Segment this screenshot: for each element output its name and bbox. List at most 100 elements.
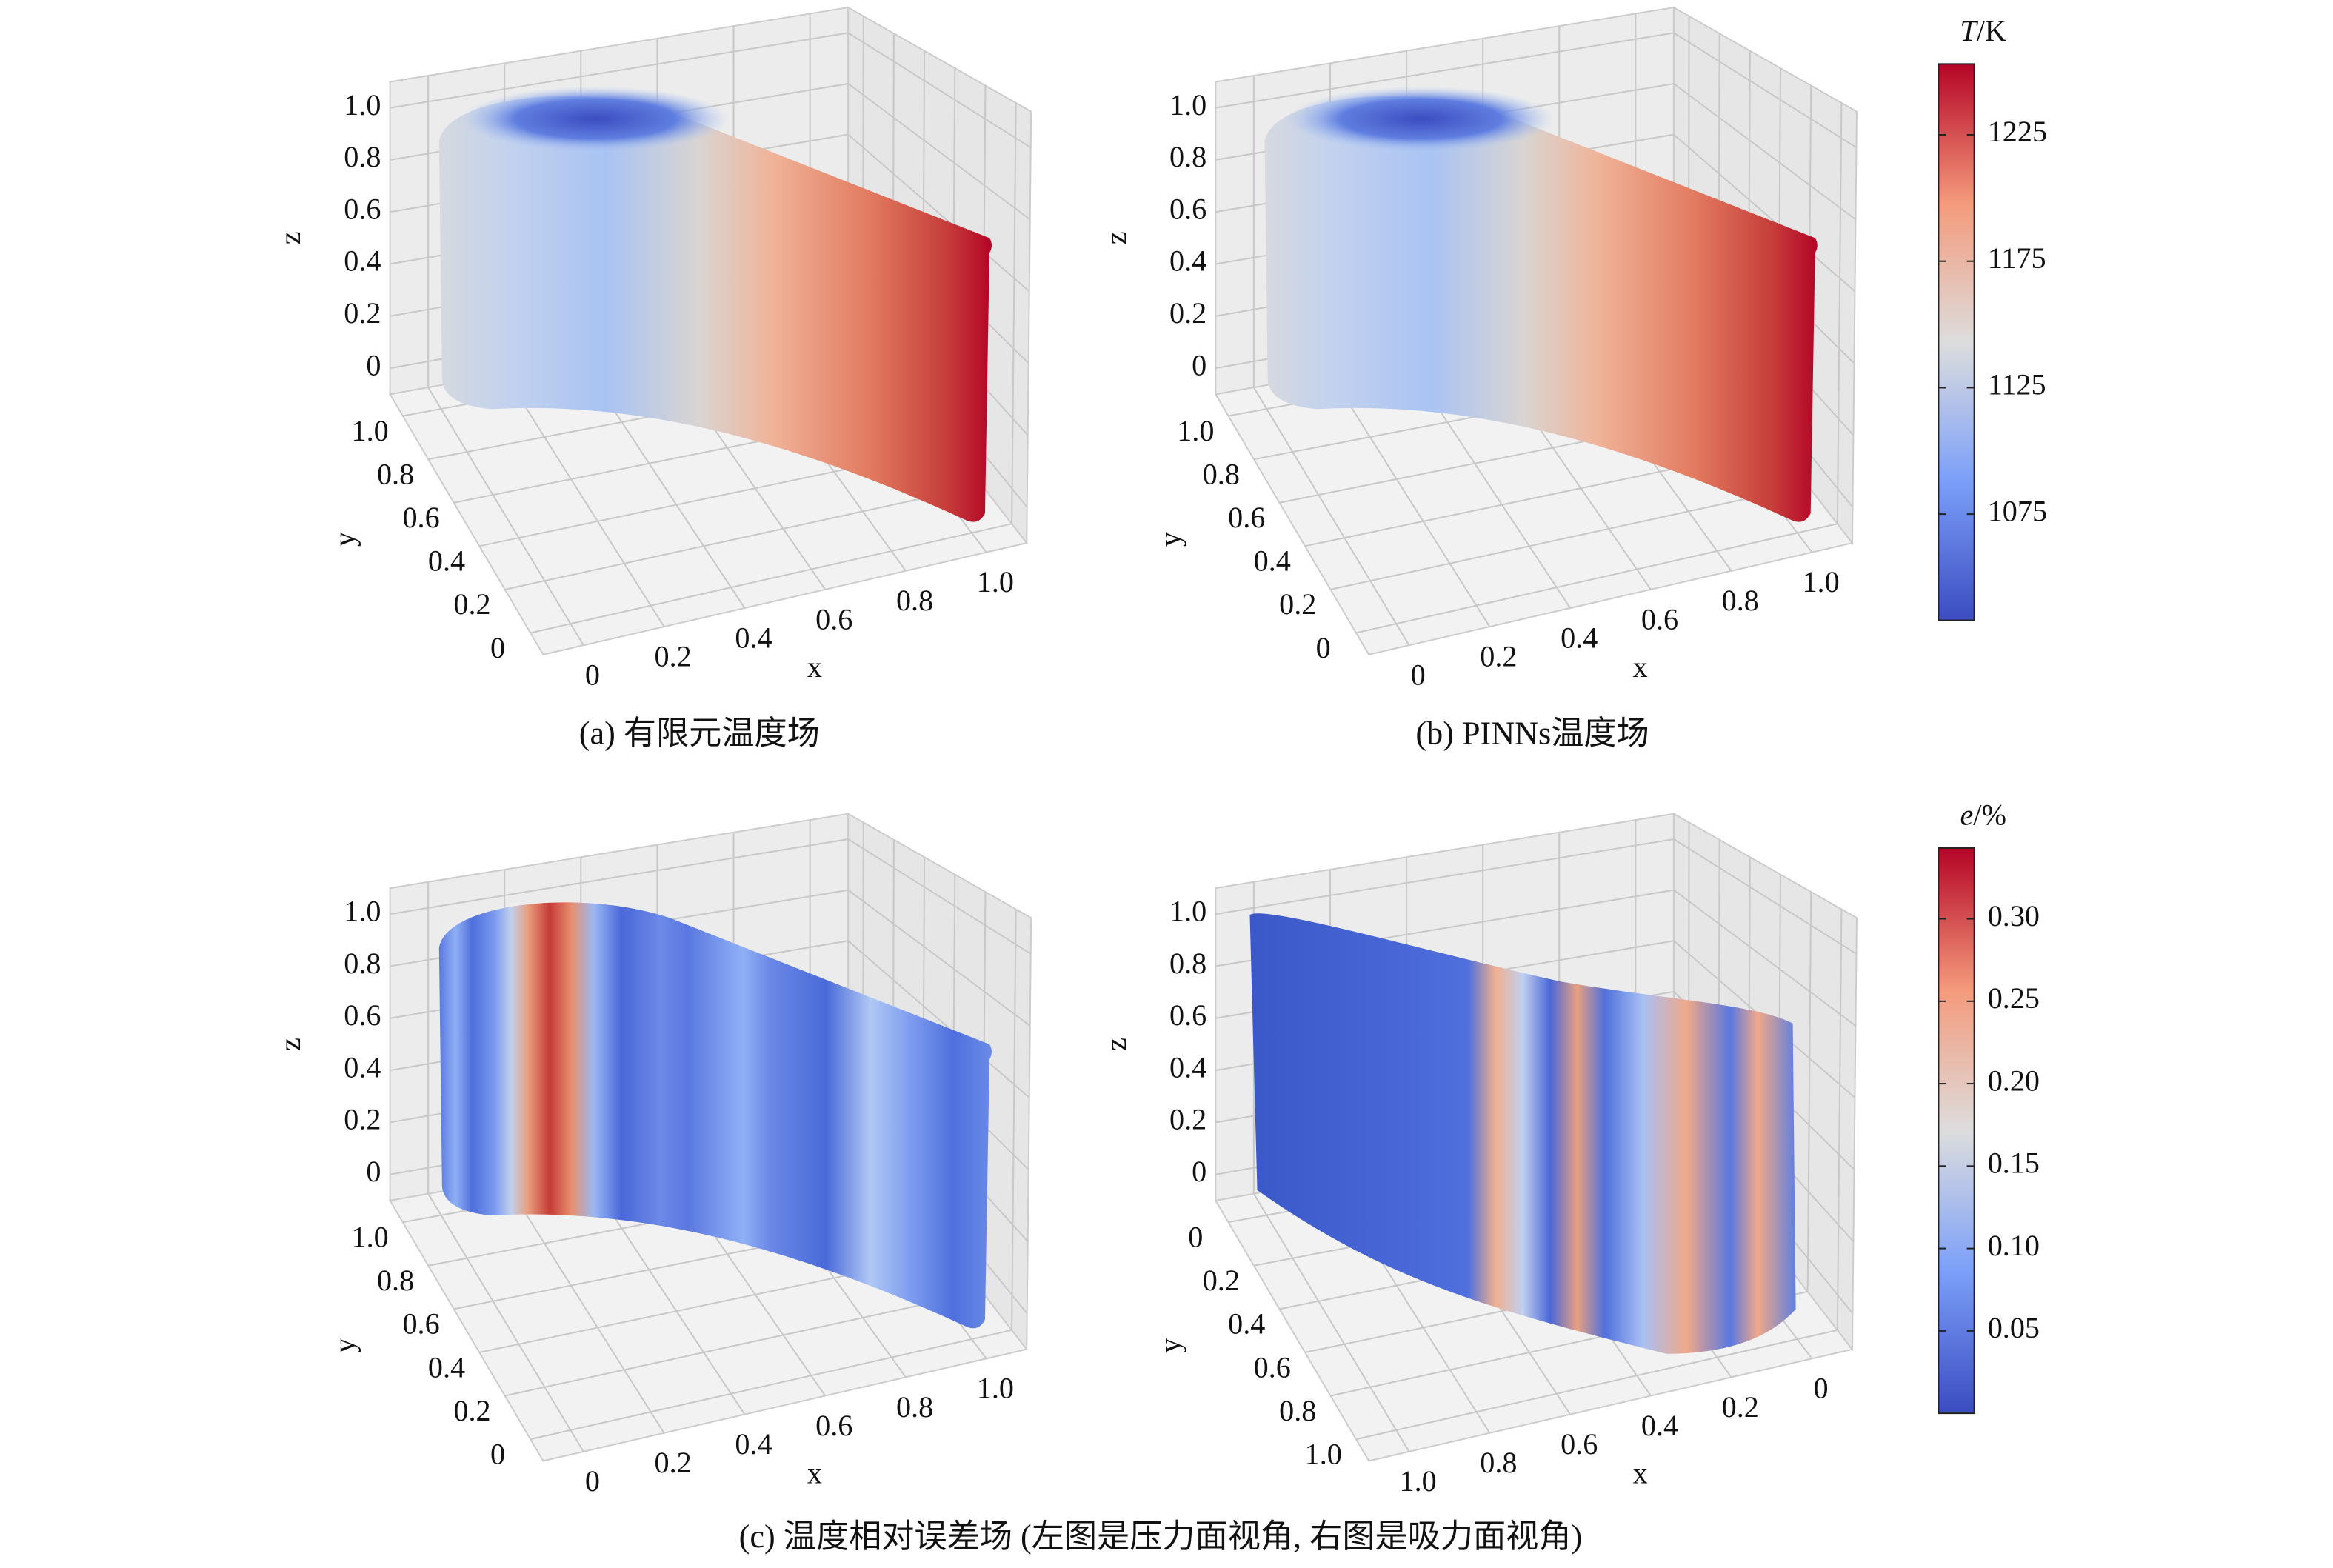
grid-line <box>390 32 849 109</box>
grid-line <box>1011 102 1017 524</box>
y-tick-label: 0.2 <box>1279 587 1316 621</box>
z-tick-label: 0.8 <box>1169 140 1206 173</box>
y-tick-label: 0.6 <box>1228 501 1265 534</box>
grid-line <box>1673 889 1857 1027</box>
y-tick-label: 1.0 <box>1305 1437 1342 1470</box>
grid-line <box>1252 1193 1410 1452</box>
grid-line <box>1011 909 1017 1330</box>
y-tick-label: 0.4 <box>428 544 465 578</box>
z-tick-label: 0 <box>1192 348 1206 381</box>
z-tick-label: 0.4 <box>1169 244 1206 278</box>
grid-line <box>504 484 983 590</box>
grid-line <box>847 838 1032 955</box>
x-tick-label: 1.0 <box>977 1372 1014 1405</box>
colorbar-unit: /% <box>1973 798 2006 832</box>
x-tick-label: 0.8 <box>1480 1446 1517 1479</box>
x-tick-label: 0.4 <box>735 1427 772 1461</box>
z-tick-label: 0.8 <box>1169 947 1206 980</box>
grid-line <box>847 889 1031 1027</box>
grid-line <box>1836 102 1843 524</box>
colorbar-tick-label: 0.05 <box>1988 1311 2040 1344</box>
x-tick-label: 1.0 <box>1400 1464 1437 1498</box>
y-tick-label: 1.0 <box>351 414 388 447</box>
y-tick-label: 0.8 <box>377 1264 414 1297</box>
grid-line <box>1355 523 1838 634</box>
colorbar-tick-label: 1125 <box>1988 368 2046 401</box>
x-tick-label: 0.4 <box>1561 621 1598 654</box>
z-tick-label: 1.0 <box>344 894 381 927</box>
z-tick-label: 0.4 <box>1169 1050 1206 1084</box>
grid-line <box>1673 838 1857 955</box>
grid-line <box>390 838 849 915</box>
x-tick-label: 1.0 <box>977 565 1014 598</box>
grid-line <box>427 1193 584 1452</box>
z-tick-label: 0.4 <box>344 244 381 278</box>
colorbar-tick-label: 0.20 <box>1988 1064 2040 1097</box>
colorbar-title: T/K <box>1960 14 2006 47</box>
grid-line <box>504 1290 983 1397</box>
y-tick-label: 0.8 <box>1203 457 1240 490</box>
caption: (c) 温度相对误差场 (左图是压力面视角, 右图是吸力面视角) <box>739 1518 1583 1555</box>
z-tick-label: 0.6 <box>344 192 381 225</box>
colorbar-tick-label: 1225 <box>1988 115 2047 148</box>
y-tick-label: 0 <box>490 1437 505 1470</box>
grid-line <box>1329 373 1491 627</box>
colorbar-variable: e <box>1960 798 1973 832</box>
grid-line <box>1215 32 1675 109</box>
y-tick-label: 0.4 <box>1228 1307 1265 1341</box>
colorbar-tick-label: 0.25 <box>1988 981 2040 1015</box>
x-axis-label: x <box>807 1457 822 1490</box>
x-tick-label: 0.2 <box>655 1446 692 1479</box>
grid-line <box>1355 1329 1838 1441</box>
blade-b <box>1264 86 1818 522</box>
x-tick-label: 1.0 <box>1802 565 1839 598</box>
grid-line <box>1215 838 1675 915</box>
y-tick-label: 0.2 <box>1203 1264 1240 1297</box>
z-tick-label: 0 <box>1192 1155 1206 1188</box>
x-axis-label: x <box>807 650 822 684</box>
blade-surface <box>1264 96 1818 522</box>
x-tick-label: 0.6 <box>1561 1427 1598 1461</box>
colorbar-tick-label: 0.30 <box>1988 899 2040 933</box>
colorbar-variable: T <box>1960 14 1978 47</box>
y-tick-label: 1.0 <box>1177 414 1214 447</box>
grid-line <box>1673 32 1857 149</box>
y-axis-label: y <box>1153 532 1186 547</box>
y-tick-label: 0.6 <box>1254 1350 1291 1384</box>
blade-surface <box>438 96 992 522</box>
y-tick-label: 0.8 <box>377 457 414 490</box>
z-axis-label: z <box>273 1038 307 1051</box>
grid-line <box>847 32 1032 149</box>
x-axis-label: x <box>1633 650 1648 684</box>
grid-line <box>530 523 1012 634</box>
z-axis-label: z <box>273 231 307 244</box>
grid-line <box>427 387 584 646</box>
y-tick-label: 0 <box>1316 631 1331 664</box>
grid-line <box>1806 892 1812 1292</box>
x-tick-label: 0.6 <box>815 602 852 635</box>
caption: (b) PINNs温度场 <box>1415 715 1649 751</box>
colorbar-e <box>1938 847 1975 1415</box>
x-tick-label: 0 <box>585 1464 600 1498</box>
y-tick-label: 0.2 <box>453 587 490 621</box>
grid-line <box>847 133 1030 293</box>
grid-line <box>1252 387 1410 646</box>
x-tick-label: 0.4 <box>735 621 772 654</box>
y-axis-label: y <box>328 532 361 547</box>
colorbar-tick-label: 1075 <box>1988 494 2047 527</box>
grid-line <box>847 83 1031 221</box>
y-tick-label: 0.6 <box>402 1307 439 1341</box>
z-axis-label: z <box>1099 231 1132 244</box>
z-tick-label: 0.6 <box>1169 998 1206 1032</box>
grid-line <box>1836 909 1843 1330</box>
x-tick-label: 0.2 <box>1722 1390 1759 1424</box>
y-tick-label: 0.4 <box>1254 544 1291 578</box>
x-tick-label: 0.8 <box>896 584 933 617</box>
colorbar-unit: /K <box>1977 14 2006 47</box>
z-tick-label: 0.2 <box>1169 1103 1206 1136</box>
y-tick-label: 0 <box>490 631 505 664</box>
grid-line <box>847 940 1030 1098</box>
z-tick-label: 0.2 <box>1169 296 1206 330</box>
x-tick-label: 0.4 <box>1641 1409 1678 1442</box>
